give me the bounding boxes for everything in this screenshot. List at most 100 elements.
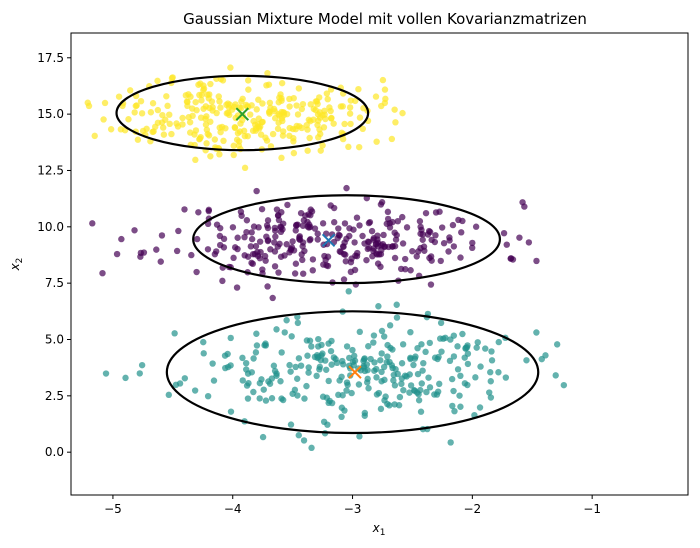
scatter-point: [299, 256, 306, 264]
scatter-point: [399, 341, 407, 348]
scatter-point: [409, 248, 416, 255]
scatter-point: [419, 236, 426, 243]
scatter-point: [247, 111, 254, 118]
scatter-point: [438, 224, 446, 231]
scatter-point: [233, 284, 241, 291]
scatter-point: [305, 364, 312, 371]
scatter-point: [313, 372, 320, 380]
scatter-point: [154, 119, 162, 126]
scatter-point: [436, 380, 443, 388]
scatter-point: [353, 214, 361, 221]
scatter-point: [533, 329, 540, 336]
scatter-point: [200, 86, 207, 94]
scatter-point: [204, 392, 212, 400]
scatter-point: [365, 385, 372, 392]
scatter-point: [343, 235, 350, 243]
y-tick-label: 5.0: [45, 332, 64, 346]
scatter-point: [234, 234, 241, 241]
scatter-point: [215, 93, 222, 100]
scatter-point: [243, 217, 251, 224]
scatter-point: [317, 130, 324, 138]
scatter-point: [469, 244, 476, 252]
scatter-point: [473, 344, 480, 351]
scatter-point: [346, 354, 353, 362]
scatter-point: [279, 396, 287, 404]
scatter-point: [346, 104, 354, 111]
scatter-point: [314, 236, 321, 243]
scatter-point: [488, 357, 496, 364]
scatter-point: [346, 110, 354, 117]
scatter-point: [370, 236, 377, 243]
scatter-point: [476, 404, 484, 411]
cluster-center-marker: [321, 233, 336, 248]
scatter-point: [363, 256, 370, 264]
scatter-point: [386, 402, 393, 409]
scatter-point: [343, 343, 351, 350]
scatter-point: [278, 349, 285, 356]
scatter-point: [309, 267, 316, 274]
scatter-point: [373, 374, 380, 381]
scatter-point: [165, 391, 172, 399]
scatter-point: [454, 343, 461, 350]
scatter-point: [250, 388, 257, 396]
scatter-point: [305, 211, 312, 218]
scatter-point: [238, 104, 245, 112]
scatter-point: [271, 367, 279, 375]
scatter-point: [262, 397, 270, 404]
scatter-point: [339, 135, 347, 143]
scatter-point: [341, 120, 348, 128]
covariance-ellipses-layer: [115, 74, 540, 435]
scatter-point: [271, 263, 279, 270]
scatter-point: [391, 106, 398, 113]
scatter-point: [456, 392, 463, 399]
scatter-point: [159, 111, 166, 119]
scatter-point: [264, 217, 272, 224]
scatter-point: [252, 243, 260, 250]
scatter-point: [375, 303, 382, 310]
scatter-point: [230, 254, 237, 262]
scatter-point: [525, 239, 533, 246]
scatter-point: [248, 235, 256, 243]
scatter-point: [264, 283, 271, 290]
scatter-point: [361, 409, 369, 417]
scatter-point: [391, 242, 399, 250]
scatter-point: [503, 241, 510, 248]
scatter-point: [245, 86, 252, 93]
scatter-point: [342, 258, 350, 265]
scatter-point: [360, 364, 367, 371]
scatter-point: [373, 365, 380, 373]
scatter-point: [143, 125, 150, 133]
scatter-point: [260, 386, 267, 393]
scatter-point: [217, 104, 224, 111]
scatter-point: [325, 377, 332, 385]
scatter-point: [202, 103, 210, 110]
scatter-point: [303, 121, 310, 129]
scatter-point: [204, 246, 212, 253]
scatter-point: [301, 395, 308, 402]
scatter-point: [241, 164, 249, 172]
scatter-point: [374, 260, 382, 267]
scatter-point: [298, 124, 305, 132]
scatter-point: [262, 340, 269, 347]
scatter-point: [183, 98, 191, 105]
scatter-point: [434, 388, 442, 395]
scatter-point: [227, 408, 235, 415]
scatter-point: [218, 123, 226, 131]
scatter-point: [256, 238, 264, 245]
scatter-point: [393, 314, 401, 321]
scatter-point: [432, 209, 440, 216]
scatter-point: [187, 93, 194, 100]
scatter-point: [560, 381, 568, 389]
scatter-point: [377, 405, 385, 413]
scatter-point: [335, 391, 342, 399]
scatter-point: [299, 222, 307, 229]
scatter-point: [347, 268, 355, 276]
scatter-point: [306, 237, 313, 244]
scatter-point: [149, 100, 157, 107]
scatter-point: [315, 343, 322, 350]
y-tick-label: 17.5: [37, 51, 64, 65]
scatter-point: [440, 240, 448, 247]
scatter-point: [164, 102, 171, 110]
scatter-point: [136, 370, 143, 377]
scatter-point: [193, 235, 201, 243]
